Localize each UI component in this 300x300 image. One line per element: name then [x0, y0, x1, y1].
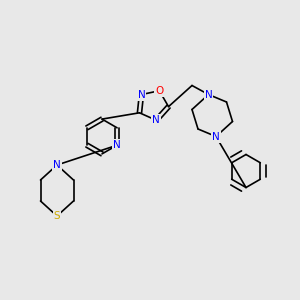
Text: N: N — [152, 115, 160, 125]
Text: S: S — [54, 211, 60, 221]
Text: O: O — [155, 86, 164, 96]
Text: N: N — [205, 89, 212, 100]
Text: N: N — [212, 131, 220, 142]
Text: N: N — [113, 140, 121, 150]
Text: N: N — [53, 160, 61, 170]
Text: N: N — [137, 90, 145, 100]
